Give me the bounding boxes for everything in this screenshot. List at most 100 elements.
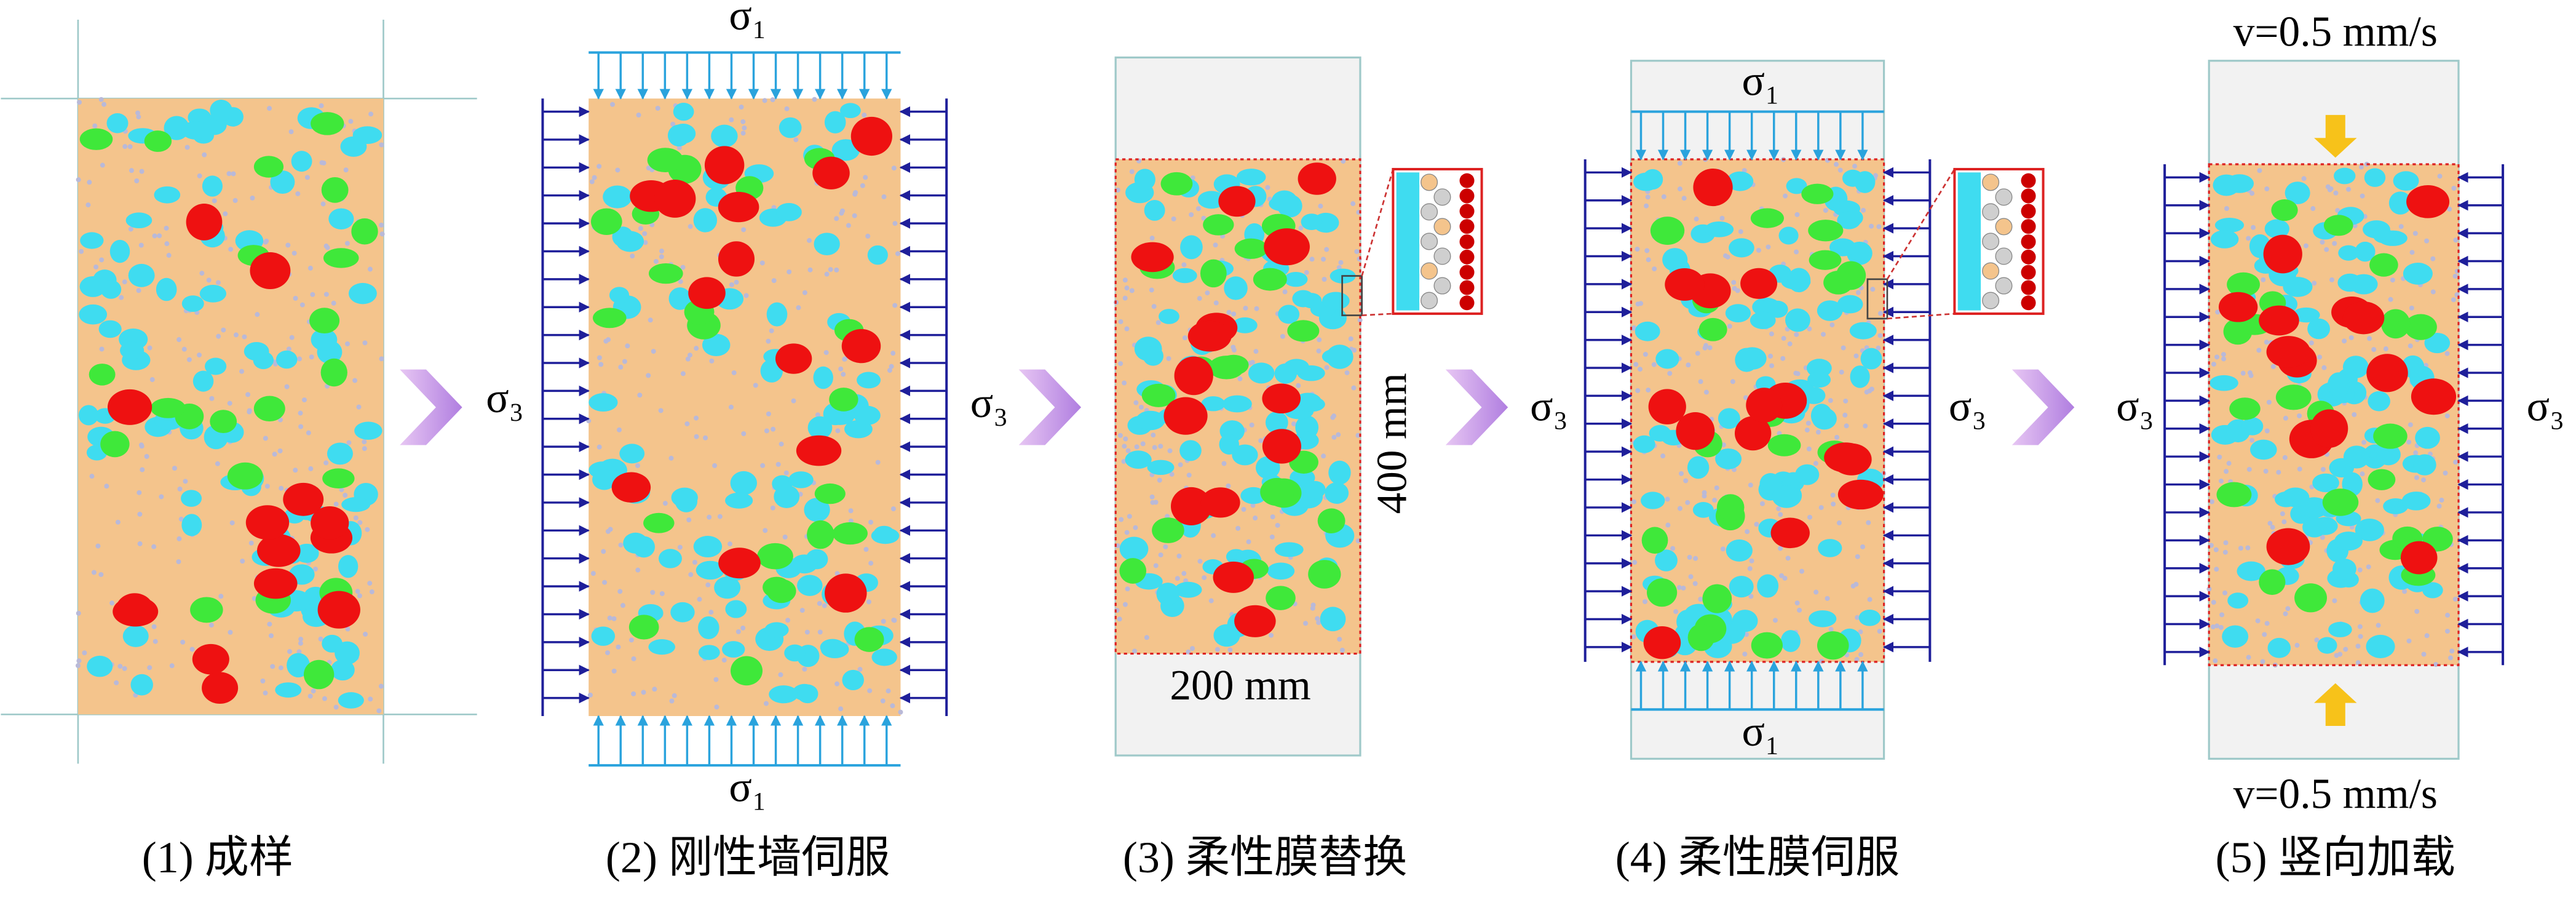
fine-particle <box>709 358 715 364</box>
particle <box>1772 485 1801 508</box>
membrane-particle <box>1459 219 1475 234</box>
particle <box>2364 168 2386 187</box>
fine-particle <box>1118 319 1124 324</box>
fine-particle <box>2209 499 2214 504</box>
particle <box>670 124 696 144</box>
fine-particle <box>1678 471 1684 476</box>
fine-particle <box>2320 466 2326 472</box>
fine-particle <box>1869 223 1874 229</box>
inset-particle <box>1982 233 2000 250</box>
fine-particle <box>1686 362 1691 368</box>
fine-particle <box>783 470 789 476</box>
fine-particle <box>1688 574 1694 579</box>
fine-particle <box>379 231 385 237</box>
fine-particle <box>2249 437 2255 443</box>
fine-particle <box>2437 173 2443 179</box>
fine-particle <box>807 267 813 273</box>
particle <box>1817 631 1849 660</box>
particle <box>287 653 310 678</box>
fine-particle <box>587 692 593 698</box>
fine-particle <box>1844 423 1849 429</box>
fine-particle <box>889 364 894 369</box>
particle <box>311 112 344 135</box>
particle <box>2327 372 2350 397</box>
fine-particle <box>2402 589 2408 594</box>
fine-particle <box>1730 379 1735 384</box>
particle <box>1232 444 1258 466</box>
fine-particle <box>176 536 182 541</box>
particle <box>330 659 355 681</box>
fine-particle <box>343 167 349 173</box>
particle <box>776 203 802 221</box>
fine-particle <box>218 594 224 599</box>
particle <box>320 358 347 387</box>
fine-particle <box>1322 276 1327 282</box>
particle <box>2401 492 2431 511</box>
fine-particle <box>887 368 892 373</box>
particle <box>725 492 753 509</box>
fine-particle <box>880 698 886 704</box>
fine-particle <box>1644 248 1650 253</box>
particle <box>150 397 186 418</box>
fine-particle <box>1631 499 1637 504</box>
fine-particle <box>2355 660 2361 666</box>
fine-particle <box>1231 311 1237 317</box>
particle <box>1223 395 1252 413</box>
fine-particle <box>1866 520 1871 525</box>
particle <box>1665 268 1705 301</box>
fine-particle <box>109 600 115 606</box>
membrane <box>2208 163 2460 666</box>
fine-particle <box>180 639 186 645</box>
fine-particle <box>1231 348 1237 353</box>
particle <box>1322 292 1350 310</box>
particle <box>1746 388 1783 423</box>
fine-particle <box>839 210 844 216</box>
fine-particle <box>298 410 303 416</box>
particle <box>89 364 116 386</box>
fine-particle <box>1197 296 1202 301</box>
fine-particle <box>2453 237 2459 243</box>
load-label: σ₃ <box>1949 383 1987 430</box>
particle <box>623 532 648 554</box>
fine-particle <box>2301 176 2307 181</box>
fine-particle <box>1269 632 1274 638</box>
fine-particle <box>688 572 694 578</box>
fine-particle <box>646 373 651 378</box>
fine-particle <box>1703 389 1709 395</box>
particle <box>1780 630 1801 653</box>
fine-particle <box>1831 501 1836 507</box>
fine-particle <box>835 428 841 434</box>
particle <box>1705 221 1734 237</box>
fine-particle <box>672 693 677 698</box>
fine-particle <box>1348 336 1353 341</box>
fine-particle <box>137 490 142 495</box>
fine-particle <box>99 257 105 263</box>
fine-particle <box>1298 225 1304 231</box>
fine-particle <box>1843 398 1849 404</box>
particle <box>854 627 884 652</box>
fine-particle <box>637 392 643 398</box>
fine-particle <box>890 703 895 709</box>
fine-particle <box>2346 186 2352 192</box>
load-label: v=0.5 mm/s <box>2233 9 2438 56</box>
fine-particle <box>2361 440 2367 445</box>
particle <box>1770 517 1810 549</box>
fine-particle <box>852 213 857 218</box>
particle <box>321 177 349 203</box>
particle <box>796 435 842 466</box>
fine-particle <box>892 221 898 226</box>
fine-particle <box>2308 340 2314 346</box>
fine-particle <box>1190 646 1195 651</box>
particle <box>1655 549 1678 571</box>
fine-particle <box>122 144 128 149</box>
fine-particle <box>128 226 133 232</box>
fine-particle <box>1693 556 1698 561</box>
particle <box>757 543 793 570</box>
particle <box>1203 214 1234 236</box>
fine-particle <box>1748 482 1753 488</box>
fine-particle <box>1743 395 1749 400</box>
particle <box>867 245 888 265</box>
fine-particle <box>153 639 158 644</box>
load-label: σ₁ <box>729 764 767 811</box>
particle <box>643 512 675 533</box>
